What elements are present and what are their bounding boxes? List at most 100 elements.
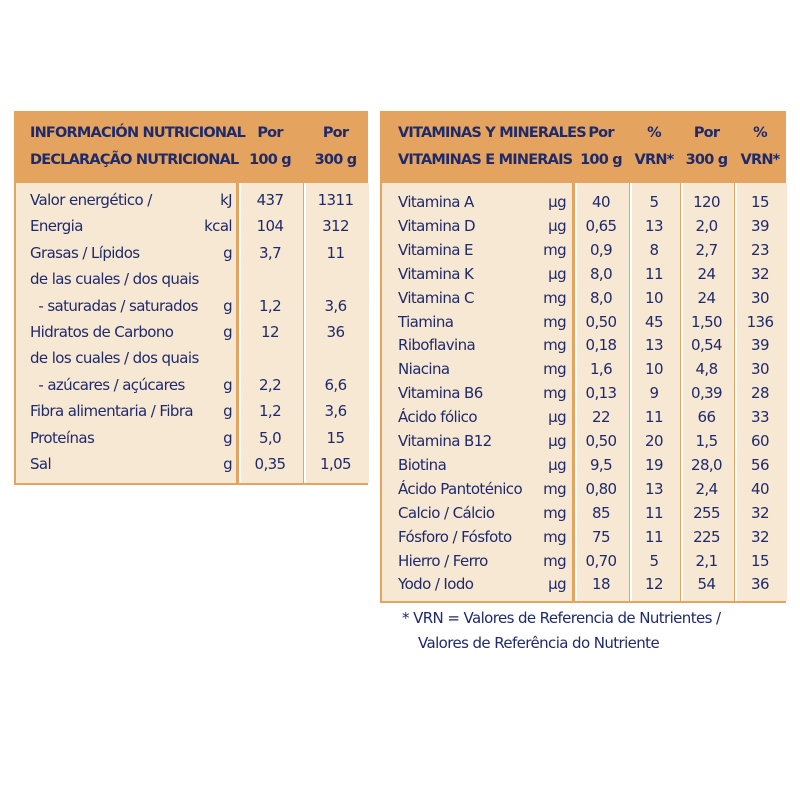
value: 13 [645, 216, 663, 235]
value: 3,7 [258, 243, 282, 262]
value: 0,54 [691, 336, 723, 355]
row-label: Tiamina [398, 312, 454, 331]
unit: µg [548, 432, 566, 450]
body-cell [630, 183, 680, 602]
row-label: Hidratos de Carbono [30, 323, 174, 341]
value: 0,50 [585, 432, 618, 450]
unit: g [223, 296, 233, 315]
value: 1,6 [589, 360, 613, 379]
value: 60 [751, 432, 769, 450]
column-header: % [753, 125, 768, 141]
value: 9,5 [589, 455, 613, 474]
row-label: Valor energético / [30, 191, 152, 209]
value: 33 [751, 408, 769, 427]
value: 23 [751, 240, 769, 259]
value: 22 [592, 408, 610, 427]
unit: µg [548, 264, 566, 283]
value: 8,0 [589, 288, 613, 307]
row-label: Hierro / Ferro [398, 551, 488, 570]
header-title: VITAMINAS E MINERAIS [398, 152, 573, 168]
value: 2,4 [695, 479, 718, 498]
value: 19 [645, 455, 663, 474]
value: 13 [645, 479, 663, 498]
value: 1,5 [695, 432, 718, 450]
value: 32 [751, 264, 769, 283]
value: 1,50 [691, 312, 723, 331]
value: 225 [693, 527, 720, 546]
row-label: Energia [30, 217, 83, 236]
header-title: DECLARAÇÃO NUTRICIONAL [30, 152, 239, 168]
unit: mg [543, 384, 567, 403]
value: 136 [746, 312, 774, 331]
column-header: 300 g [685, 152, 729, 168]
value: 30 [751, 360, 769, 379]
value: 4,8 [695, 360, 718, 379]
unit: µg [548, 408, 566, 427]
row-label: Biotina [398, 455, 447, 474]
unit: mg [543, 288, 567, 307]
value: 40 [751, 479, 769, 498]
row-label: Fósforo / Fósfoto [398, 527, 512, 546]
body-cell [16, 183, 236, 484]
value: 10 [645, 288, 663, 307]
value: 255 [693, 503, 720, 522]
value: 36 [751, 575, 769, 594]
row-label: Ácido Pantoténico [398, 479, 523, 498]
row-label: Niacina [398, 360, 450, 379]
value: 3,6 [324, 296, 347, 315]
row-label: Fibra alimentaria / Fibra [30, 402, 194, 421]
column-header: 300 g [314, 152, 358, 168]
row-label: Vitamina B12 [398, 432, 492, 450]
unit: mg [543, 312, 567, 331]
row-label: Calcio / Cálcio [398, 503, 495, 522]
value: 0,13 [585, 384, 618, 403]
value: 0,39 [691, 384, 723, 403]
value: 104 [256, 217, 284, 236]
value: 3,6 [324, 402, 347, 421]
row-label: Vitamina A [398, 193, 474, 211]
value: 11 [645, 503, 663, 522]
unit: g [223, 455, 233, 473]
column-header: Por [588, 125, 614, 141]
value: 11 [326, 243, 345, 262]
value: 10 [645, 360, 663, 379]
body-cell [681, 183, 734, 602]
unit: µg [548, 455, 566, 474]
value: 11 [645, 264, 663, 283]
row-label: Proteínas [30, 428, 95, 447]
value: 15 [751, 193, 769, 211]
value: 0,70 [585, 551, 618, 570]
column-header: % [647, 125, 662, 141]
unit: g [223, 428, 233, 447]
value: 9 [649, 384, 660, 403]
row-label: Grasas / Lípidos [30, 243, 140, 262]
value: 12 [645, 575, 663, 594]
row-label: Yodo / Iodo [398, 575, 474, 594]
value: 0,80 [585, 479, 618, 498]
value: 30 [751, 288, 769, 307]
unit: mg [543, 240, 567, 259]
unit: µg [548, 216, 566, 235]
value: 0,50 [585, 312, 618, 331]
value: 13 [645, 336, 663, 355]
column-header: Por [693, 125, 720, 141]
value: 39 [751, 216, 769, 235]
column-header: Por [322, 125, 349, 141]
value: 8 [649, 240, 660, 259]
column-header: VRN* [740, 152, 781, 168]
value: 2,0 [695, 216, 718, 235]
column-header: Por [257, 125, 283, 141]
value: 85 [592, 503, 610, 522]
value: 39 [751, 336, 769, 355]
column-header: 100 g [249, 152, 292, 168]
header-title: VITAMINAS Y MINERALES [398, 125, 587, 141]
row-label: Ácido fólico [398, 408, 478, 427]
value: 28 [751, 384, 769, 403]
row-label: de las cuales / dos quais [30, 270, 199, 289]
value: 20 [645, 432, 663, 450]
body-cell [735, 183, 787, 602]
value: 0,35 [254, 455, 287, 473]
row-label: - azúcares / açúcares [30, 375, 185, 394]
row-label: Vitamina C [398, 288, 475, 307]
